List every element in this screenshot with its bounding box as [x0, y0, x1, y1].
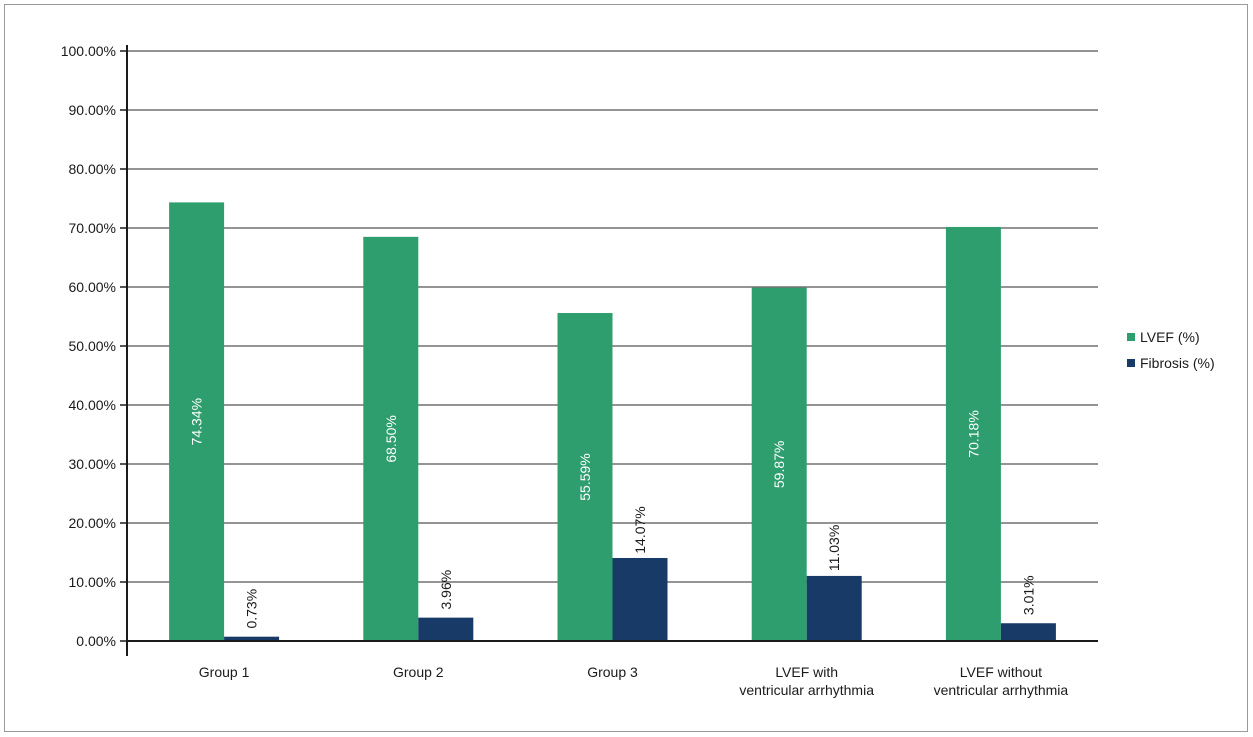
x-category-label: LVEF with: [775, 664, 838, 680]
data-label-fibrosis: 11.03%: [826, 525, 842, 571]
y-tick-label: 20.00%: [69, 515, 116, 531]
data-label-lvef: 68.50%: [383, 415, 399, 462]
legend: LVEF (%) Fibrosis (%): [1127, 329, 1215, 371]
legend-label: Fibrosis (%): [1140, 355, 1215, 371]
data-label-fibrosis: 3.01%: [1020, 575, 1036, 615]
y-tick-label: 60.00%: [69, 279, 116, 295]
x-category-label: ventricular arrhythmia: [934, 682, 1069, 698]
bar-lvef: [169, 202, 225, 642]
bar-lvef: [751, 287, 807, 641]
x-category-label: Group 1: [199, 664, 250, 680]
data-label-lvef: 59.87%: [771, 441, 787, 488]
bar-lvef: [363, 236, 419, 641]
x-category-label: LVEF without: [960, 664, 1042, 680]
bar-fibrosis: [1000, 623, 1056, 641]
x-category-label: Group 3: [587, 664, 638, 680]
legend-swatch: [1127, 359, 1135, 367]
y-tick-label: 50.00%: [69, 338, 116, 354]
y-tick-label: 30.00%: [69, 456, 116, 472]
bar-fibrosis: [806, 575, 862, 641]
data-label-fibrosis: 14.07%: [632, 506, 648, 553]
data-label-lvef: 74.34%: [189, 398, 205, 445]
y-tick-label: 40.00%: [69, 397, 116, 413]
y-tick-label: 0.00%: [76, 633, 116, 649]
legend-swatch: [1127, 333, 1135, 341]
bar-lvef: [945, 226, 1001, 642]
bar-lvef: [557, 313, 613, 641]
data-label-lvef: 70.18%: [965, 410, 981, 457]
x-category-label: ventricular arrhythmia: [739, 682, 874, 698]
data-labels: 74.34% 0.73% 68.50% 3.96% 55.59% 14.07% 59.87%…: [189, 398, 1037, 629]
bar-fibrosis: [418, 617, 474, 641]
x-category-label: Group 2: [393, 664, 444, 680]
y-tick-label: 90.00%: [69, 102, 116, 118]
data-label-lvef: 55.59%: [577, 453, 593, 500]
bar-fibrosis: [612, 557, 668, 641]
data-label-fibrosis: 0.73%: [244, 589, 260, 629]
y-tick-label: 70.00%: [69, 220, 116, 236]
bar-fibrosis: [224, 636, 280, 641]
data-label-fibrosis: 3.96%: [438, 570, 454, 610]
y-tick-label: 80.00%: [69, 161, 116, 177]
axes: 0.00% 10.00% 20.00% 30.00% 40.00% 50.00% 60.00…: [61, 43, 1098, 698]
legend-label: LVEF (%): [1140, 329, 1200, 345]
y-tick-label: 10.00%: [69, 574, 116, 590]
y-tick-label: 100.00%: [61, 43, 116, 59]
gridlines: [127, 50, 1098, 583]
bars: [169, 202, 1056, 642]
